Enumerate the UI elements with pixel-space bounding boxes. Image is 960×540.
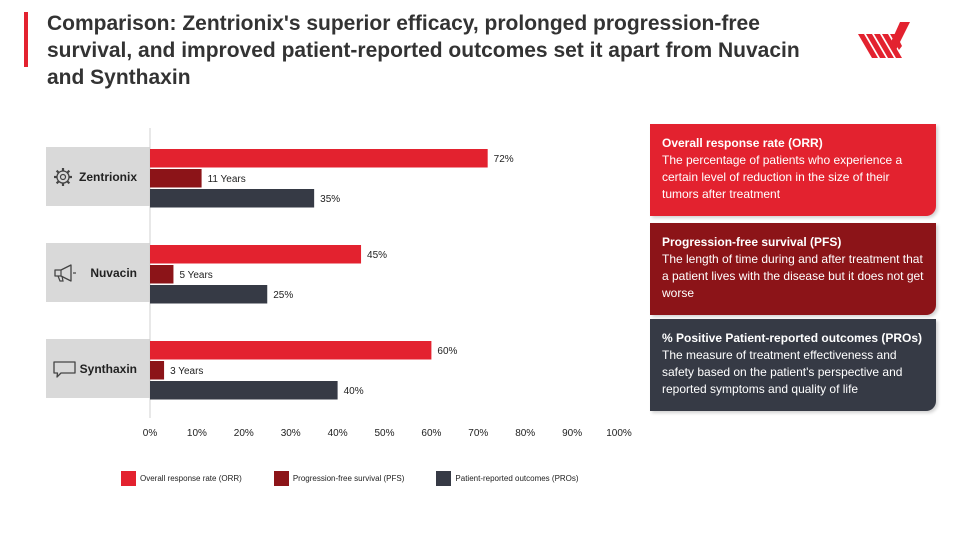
legend-swatch-orr <box>121 470 136 486</box>
value-label-pros-nuvacin: 25% <box>273 290 293 301</box>
definition-title-orr: Overall response rate (ORR) <box>662 136 823 150</box>
bar-pros-synthaxin <box>150 381 338 400</box>
value-label-pros-zentrionix: 35% <box>320 194 340 205</box>
x-tick-label: 80% <box>515 428 535 439</box>
legend-swatch-pros <box>436 470 452 486</box>
category-bg-zentrionix <box>46 147 150 206</box>
value-label-pfs-zentrionix: 11 Years <box>208 174 246 185</box>
bar-orr-zentrionix <box>150 149 488 168</box>
legend-label-pfs: Progression-free survival (PFS) <box>292 473 405 483</box>
page-title: Comparison: Zentrionix's superior effica… <box>47 12 800 89</box>
x-tick-label: 10% <box>187 428 207 439</box>
x-tick-label: 90% <box>562 428 582 439</box>
bar-pros-zentrionix <box>150 189 315 208</box>
legend-label-orr: Overall response rate (ORR) <box>140 473 242 483</box>
definition-title-pfs: Progression-free survival (PFS) <box>662 235 842 249</box>
bar-orr-synthaxin <box>150 341 432 360</box>
legend-swatch-pfs <box>273 470 289 486</box>
value-label-orr-zentrionix: 72% <box>494 154 514 165</box>
bar-pros-nuvacin <box>150 285 268 304</box>
value-label-orr-nuvacin: 45% <box>367 250 387 261</box>
value-label-pfs-nuvacin: 5 Years <box>179 270 212 281</box>
legend-item-pfs: Progression-free survival (PFS) <box>273 470 405 486</box>
bar-pfs-synthaxin <box>150 361 165 380</box>
gear-icon <box>54 168 72 186</box>
definition-title-pros: % Positive Patient-reported outcomes (PR… <box>662 331 923 345</box>
x-tick-label: 50% <box>374 428 394 439</box>
value-label-pfs-synthaxin: 3 Years <box>170 366 203 377</box>
definition-text-orr: The percentage of patients who experienc… <box>662 153 903 201</box>
bar-pfs-nuvacin <box>150 265 174 284</box>
bar-pfs-zentrionix <box>150 169 202 188</box>
x-tick-label: 30% <box>281 428 301 439</box>
x-tick-label: 60% <box>421 428 441 439</box>
definition-card-orr: Overall response rate (ORR) The percenta… <box>650 124 936 216</box>
legend-item-pros: Patient-reported outcomes (PROs) <box>436 470 579 486</box>
x-tick-label: 40% <box>328 428 348 439</box>
x-tick-label: 20% <box>234 428 254 439</box>
chart-legend: Overall response rate (ORR) Progression-… <box>121 470 611 486</box>
category-bg-nuvacin <box>46 243 150 302</box>
category-label-synthaxin: Synthaxin <box>80 362 137 376</box>
chat-bubble-icon <box>53 361 76 378</box>
legend-item-orr: Overall response rate (ORR) <box>121 470 242 486</box>
value-label-pros-synthaxin: 40% <box>344 386 364 397</box>
category-bg-synthaxin <box>46 339 150 398</box>
definition-card-pfs: Progression-free survival (PFS) The leng… <box>650 223 936 315</box>
definition-text-pros: The measure of treatment effectiveness a… <box>662 348 903 396</box>
bar-orr-nuvacin <box>150 245 362 264</box>
definition-text-pfs: The length of time during and after trea… <box>662 252 924 300</box>
category-label-nuvacin: Nuvacin <box>90 266 137 280</box>
legend-label-pros: Patient-reported outcomes (PROs) <box>455 473 579 483</box>
category-label-zentrionix: Zentrionix <box>79 170 137 184</box>
x-tick-label: 100% <box>606 428 632 439</box>
x-tick-label: 0% <box>143 428 158 439</box>
title-accent-bar <box>24 12 28 67</box>
value-label-orr-synthaxin: 60% <box>437 346 457 357</box>
megaphone-icon <box>54 264 76 282</box>
brand-logo <box>858 22 910 58</box>
definition-card-pros: % Positive Patient-reported outcomes (PR… <box>650 319 936 411</box>
x-tick-label: 70% <box>468 428 488 439</box>
